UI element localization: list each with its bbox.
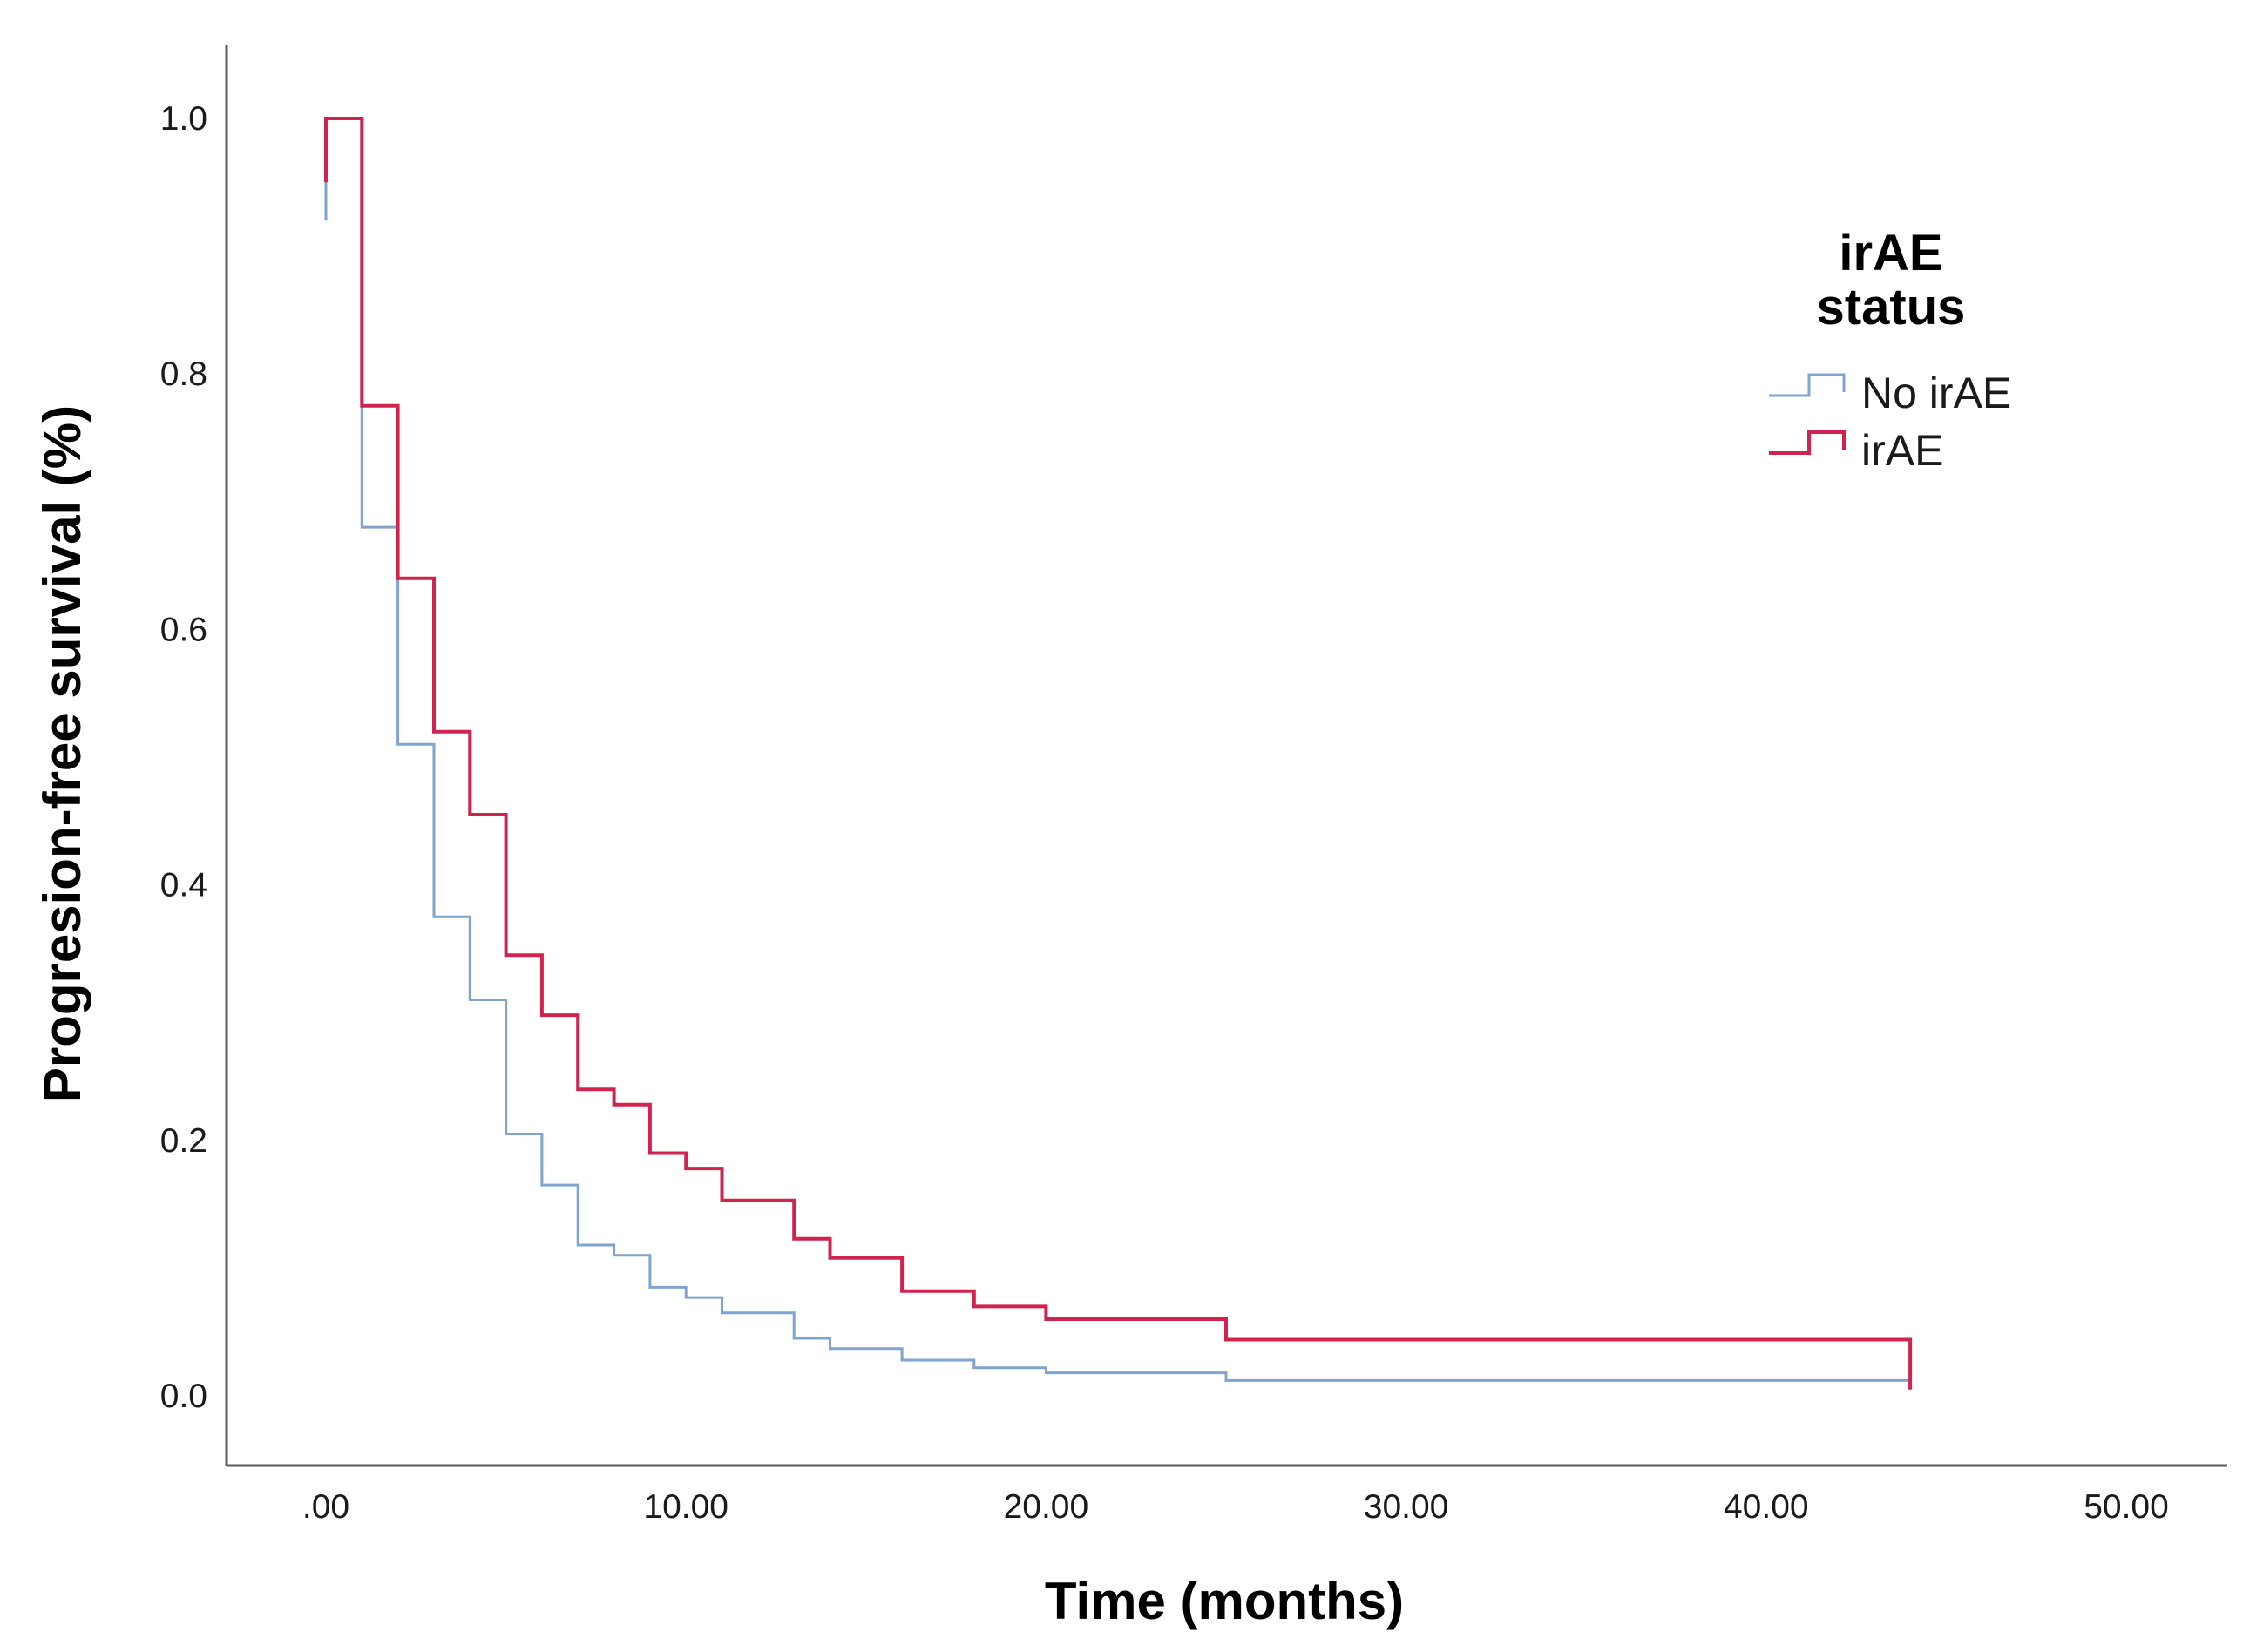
legend-swatch-no-irae bbox=[1769, 373, 1846, 397]
legend: irAE status No irAE irAE bbox=[1769, 225, 2011, 475]
legend-title-line-2: status bbox=[1817, 279, 1966, 335]
x-tick-label: 50.00 bbox=[2084, 1488, 2169, 1526]
x-tick-label: 20.00 bbox=[1004, 1488, 1089, 1526]
legend-title-line-1: irAE bbox=[1839, 225, 1942, 281]
x-tick-label: 10.00 bbox=[643, 1488, 728, 1526]
y-tick-label: 1.0 bbox=[160, 100, 207, 138]
series-line-no-irae bbox=[324, 117, 1911, 1382]
y-tick-label: 0.4 bbox=[160, 867, 207, 904]
y-tick-label: 0.6 bbox=[160, 611, 207, 648]
y-tick-label: 0.0 bbox=[160, 1378, 207, 1415]
x-tick-label: 30.00 bbox=[1364, 1488, 1449, 1526]
legend-swatch-irae bbox=[1769, 430, 1846, 455]
x-tick-label: .00 bbox=[302, 1488, 349, 1526]
tick-labels: .00 10.00 20.00 30.00 40.00 50.00 0.0 0.2 0.4 0.6… bbox=[160, 100, 2169, 1526]
chart-axes bbox=[225, 45, 2227, 1467]
x-tick-label: 40.00 bbox=[1724, 1488, 1809, 1526]
legend-label-irae: irAE bbox=[1861, 426, 1943, 475]
legend-label-no-irae: No irAE bbox=[1861, 369, 2011, 417]
x-axis-title: Time (months) bbox=[1045, 1572, 1404, 1630]
series-line-irae bbox=[324, 117, 1913, 1390]
series-layer bbox=[324, 117, 1913, 1390]
y-tick-label: 0.2 bbox=[160, 1122, 207, 1160]
y-tick-label: 0.8 bbox=[160, 355, 207, 393]
y-axis-title: Progresion-free survival (%) bbox=[33, 405, 91, 1102]
